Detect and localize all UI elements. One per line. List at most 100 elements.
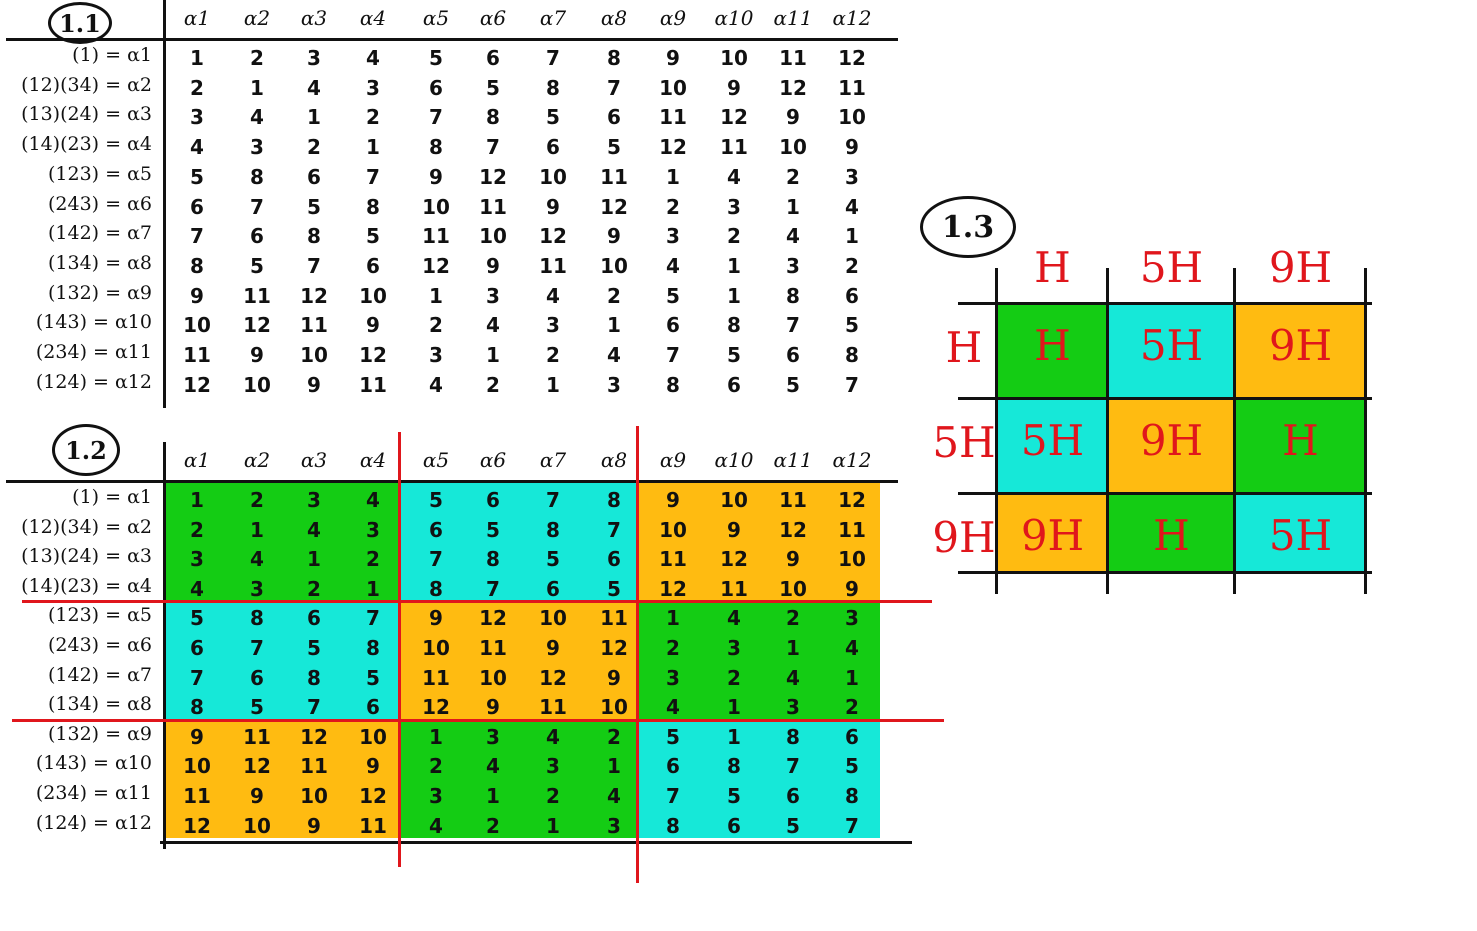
t13-cell: 9H (1139, 416, 1204, 465)
t12-cell: 3 (190, 547, 204, 572)
t13-cell: 9H (1268, 321, 1333, 370)
t11-cell: 9 (486, 253, 500, 278)
t11-col-header: α3 (300, 6, 328, 30)
t12-cell: 11 (539, 695, 567, 720)
t12-cell: 6 (546, 576, 560, 601)
t11-cell: 2 (786, 164, 800, 189)
t11-cell: 12 (243, 313, 271, 338)
t12-cell: 11 (720, 576, 748, 601)
t11-cell: 8 (727, 313, 741, 338)
t11-cell: 9 (546, 194, 560, 219)
t12-cell: 12 (183, 813, 211, 838)
t11-cell: 12 (720, 105, 748, 130)
t11-cell: 11 (779, 46, 807, 70)
t11-row-label: (132) = α9 (47, 281, 152, 304)
t12-cell: 4 (727, 606, 741, 631)
t12-label-rule (163, 442, 166, 850)
t12-block (166, 601, 400, 720)
t12-block (166, 719, 400, 839)
t11-cell: 8 (190, 253, 204, 278)
t11-cell: 1 (607, 313, 621, 338)
t13-cell-bg (1108, 493, 1235, 572)
t12-cell: 10 (300, 784, 328, 808)
t12-cell: 10 (659, 517, 687, 542)
t12-cell: 5 (666, 724, 680, 749)
t11-cell: 11 (600, 164, 628, 189)
t13-cell-bg (1235, 398, 1366, 493)
t12-row-label: (143) = α10 (35, 752, 152, 775)
t11-cell: 2 (727, 224, 741, 249)
t11-cell: 9 (607, 224, 621, 249)
t12-cell: 9 (666, 488, 680, 512)
t13-cell: 5H (1268, 511, 1333, 560)
t12-cell: 3 (546, 754, 560, 779)
t12-col-header: α9 (659, 448, 687, 472)
t11-cell: 1 (307, 105, 321, 130)
t12-cell: 11 (600, 606, 628, 631)
t11-col-header: α9 (659, 6, 687, 30)
t11-cell: 5 (666, 283, 680, 308)
t12-cell: 7 (607, 517, 621, 542)
t12-cell: 1 (190, 488, 204, 512)
t12-row-label: (132) = α9 (47, 722, 152, 745)
t11-cell: 12 (838, 46, 866, 70)
t11-row-label: (13)(24) = α3 (21, 103, 152, 126)
section-label-1-3-text: 1.3 (941, 209, 995, 245)
t11-cell: 4 (366, 46, 380, 70)
t11-cell: 7 (307, 253, 321, 278)
t12-cell: 11 (300, 754, 328, 779)
t12-cell: 10 (720, 488, 748, 512)
t12-cell: 3 (250, 576, 264, 601)
t11-cell: 6 (607, 105, 621, 130)
t12-col-header: α10 (714, 448, 754, 472)
t12-cell: 4 (666, 695, 680, 720)
t11-cell: 11 (243, 283, 271, 308)
t12-row-label: (12)(34) = α2 (21, 515, 152, 538)
t12-cell: 4 (486, 754, 500, 779)
t12-cell: 6 (607, 547, 621, 572)
t11-cell: 4 (607, 343, 621, 367)
t11-cell: 12 (539, 224, 567, 249)
t13-grid-h (958, 492, 1372, 495)
t11-cell: 6 (666, 313, 680, 338)
t11-cell: 6 (366, 253, 380, 278)
t12-cell: 10 (243, 813, 271, 838)
t12-cell: 8 (727, 754, 741, 779)
t11-header-rule (6, 38, 898, 41)
t12-cell: 2 (727, 665, 741, 690)
t11-row-label: (124) = α12 (35, 370, 152, 393)
t12-red-h1 (22, 600, 932, 604)
t11-row-label: (14)(23) = α4 (21, 133, 152, 156)
t12-row-label: (243) = α6 (47, 634, 152, 656)
section-label-1-3: 1.3 (920, 196, 1016, 258)
t12-cell: 6 (666, 754, 680, 779)
t12-cell: 10 (183, 754, 211, 779)
t12-row-label: (124) = α12 (35, 811, 152, 834)
t12-cell: 3 (366, 517, 380, 542)
t12-cell: 3 (607, 813, 621, 838)
t12-cell: 11 (359, 813, 387, 838)
t12-cell: 8 (190, 695, 204, 720)
t11-cell: 1 (546, 372, 560, 397)
t11-cell: 2 (486, 372, 500, 397)
t12-cell: 8 (486, 547, 500, 572)
t12-block (638, 483, 880, 602)
t11-cell: 5 (366, 224, 380, 249)
t12-col-header: α12 (832, 448, 872, 472)
t12-cell: 12 (359, 784, 387, 808)
t12-col-header: α6 (479, 448, 507, 472)
t12-cell: 9 (486, 695, 500, 720)
t13-grid-v (1364, 268, 1367, 594)
t12-cell: 9 (786, 547, 800, 572)
t12-cell: 1 (250, 517, 264, 542)
t11-cell: 12 (659, 135, 687, 160)
t12-cell: 9 (607, 665, 621, 690)
t12-cell: 7 (666, 784, 680, 808)
t11-cell: 6 (486, 46, 500, 70)
t12-cell: 12 (479, 606, 507, 631)
t12-cell: 12 (422, 695, 450, 720)
t12-row-label: (1) = α1 (72, 486, 152, 508)
t12-cell: 5 (429, 488, 443, 512)
t11-row-label: (123) = α5 (47, 162, 152, 185)
t11-cell: 4 (546, 283, 560, 308)
